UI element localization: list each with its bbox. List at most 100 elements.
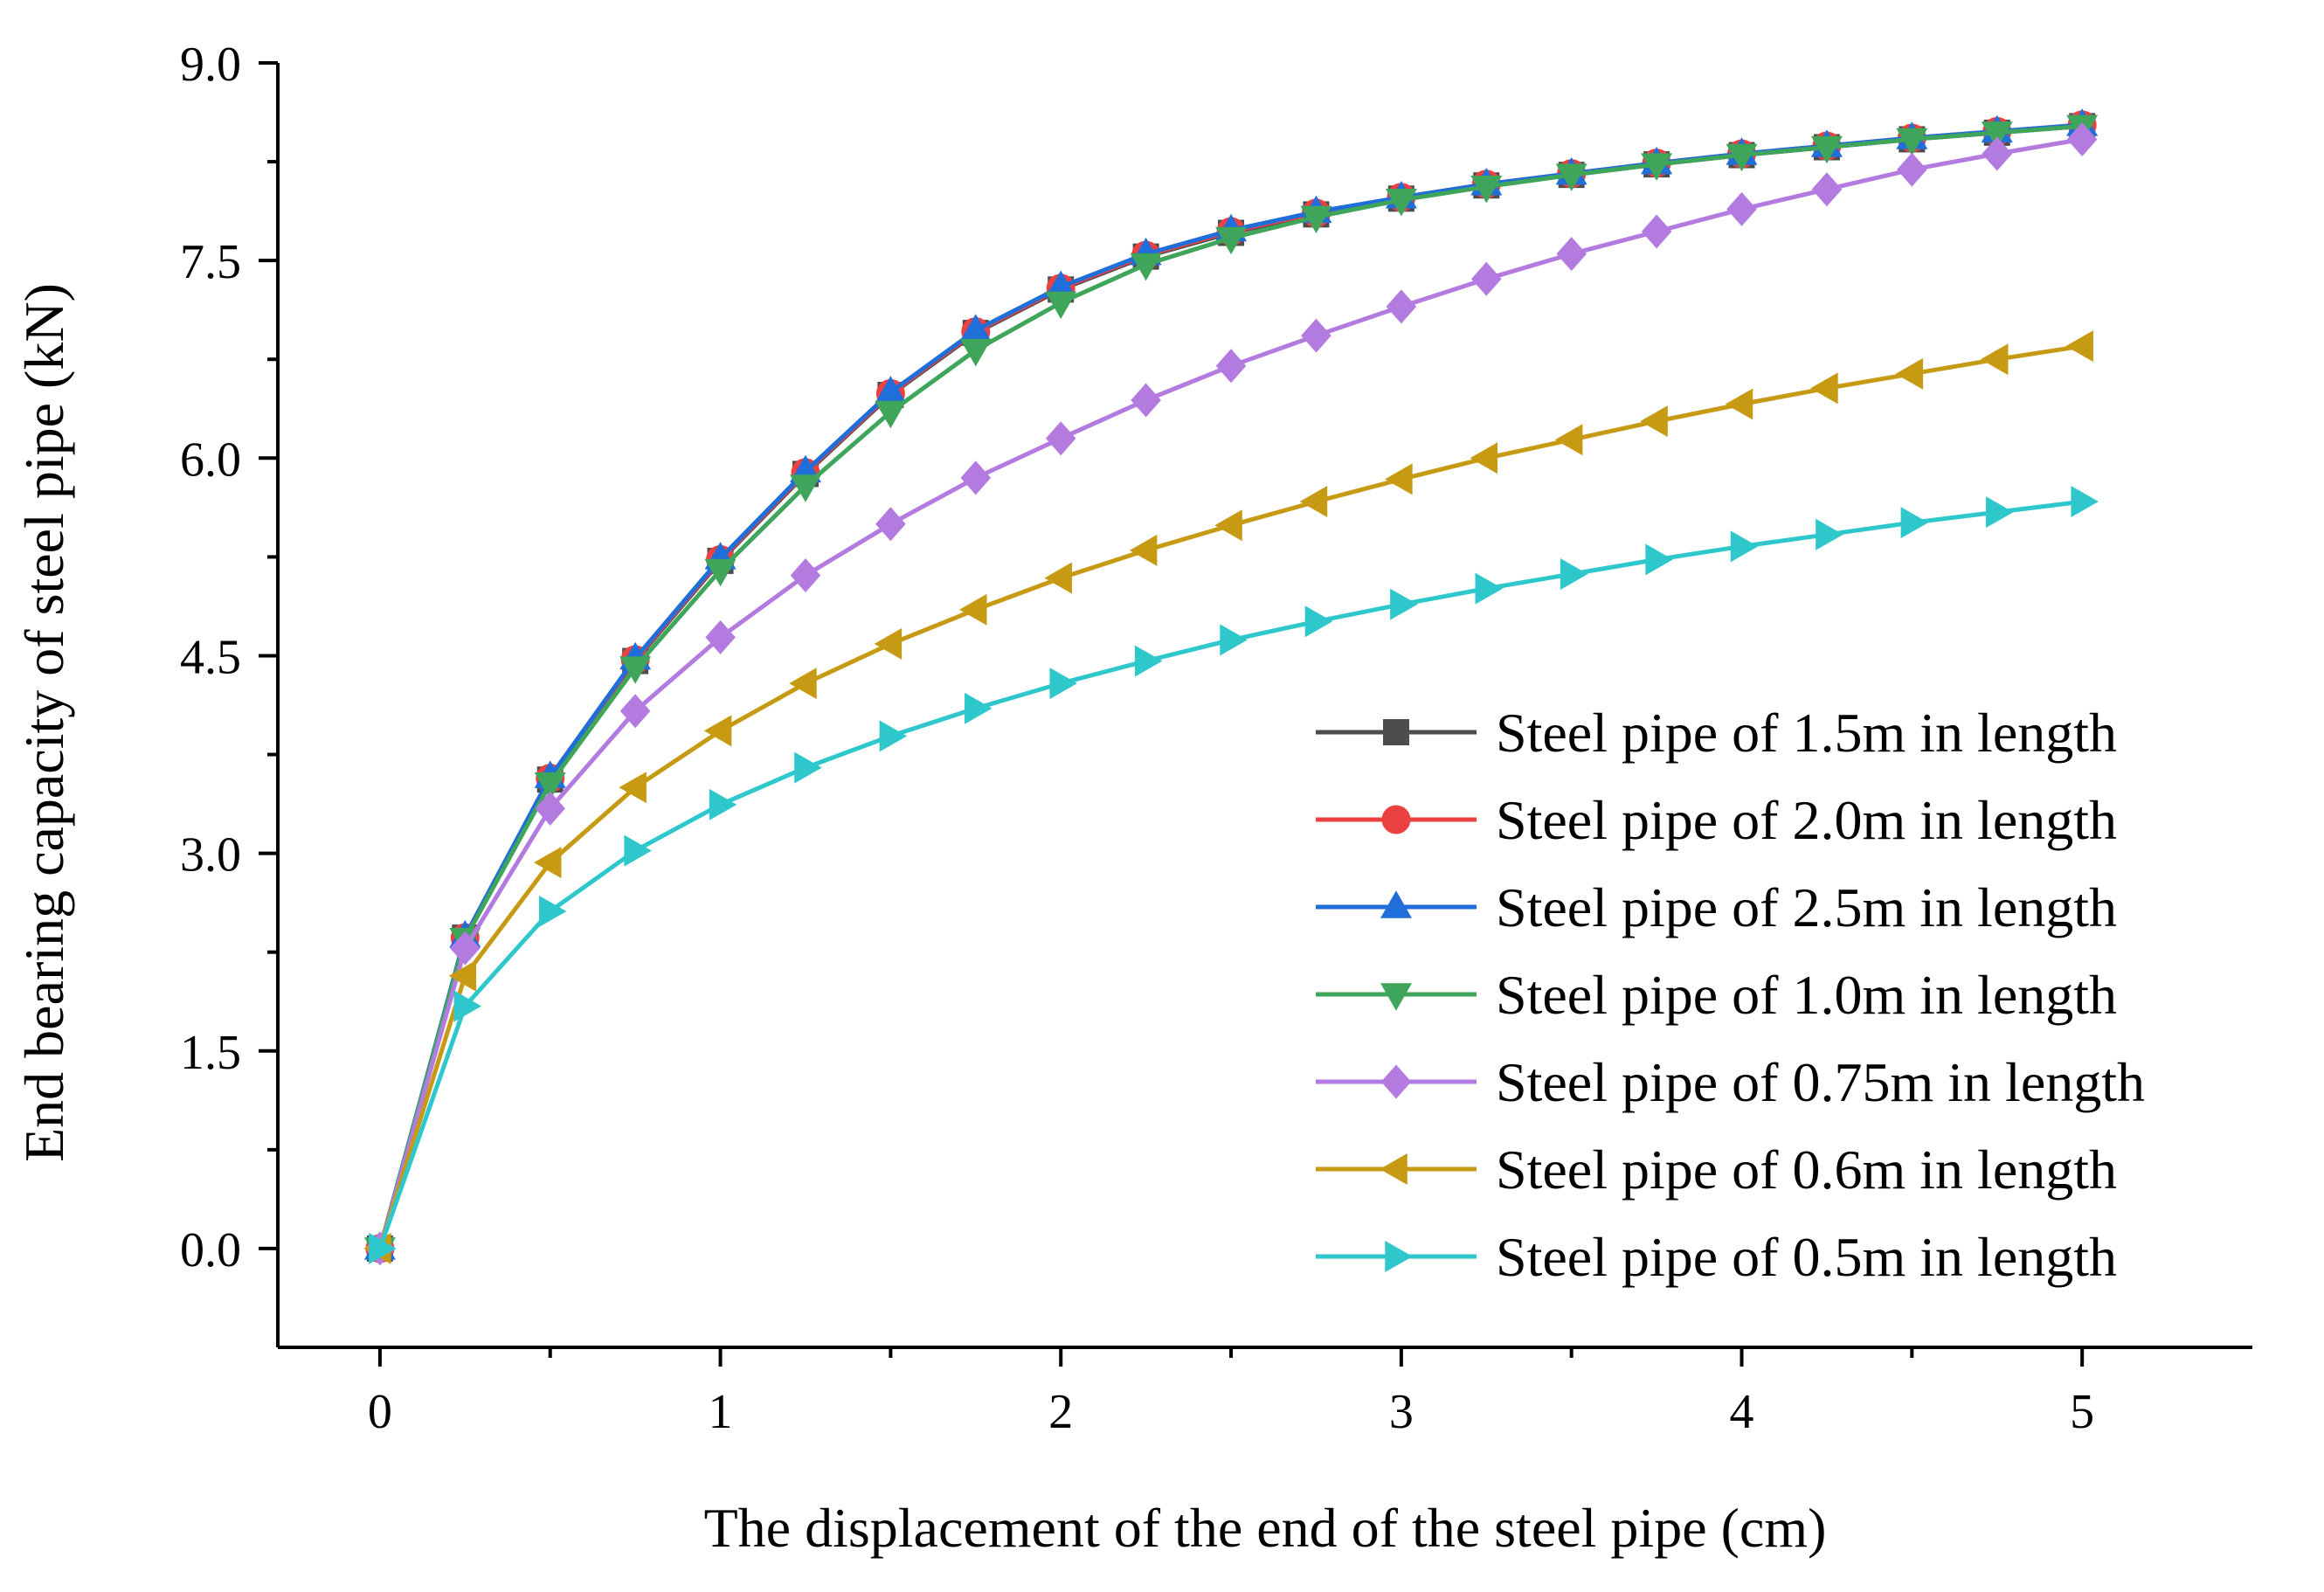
x-axis-title: The displacement of the end of the steel… (704, 1497, 1827, 1559)
data-point (1045, 291, 1077, 320)
y-tick-label: 7.5 (180, 235, 241, 289)
data-point (1129, 534, 1158, 566)
legend-item: Steel pipe of 2.5m in length (1316, 876, 2117, 938)
legend: Steel pipe of 1.5m in length Steel pipe o… (1316, 702, 2145, 1288)
data-point (1726, 143, 1758, 172)
legend-label: Steel pipe of 1.0m in length (1496, 964, 2117, 1026)
legend-marker (1380, 1064, 1412, 1099)
data-point (1895, 357, 1924, 390)
legend-marker (1381, 805, 1411, 834)
data-point (1049, 668, 1077, 700)
data-point (1470, 442, 1498, 474)
data-point (2065, 330, 2093, 363)
data-point (790, 557, 821, 592)
data-point (1981, 343, 2009, 376)
legend-item: Steel pipe of 1.5m in length (1316, 702, 2117, 764)
series-layer (363, 108, 2099, 1266)
x-tick-label: 0 (368, 1385, 392, 1439)
x-tick-label: 5 (2070, 1385, 2094, 1439)
y-tick-label: 9.0 (180, 38, 241, 92)
data-point (875, 507, 906, 542)
y-axis-title: End bearing capacity of steel pipe (kN) (13, 283, 75, 1162)
data-point (1645, 543, 1673, 576)
data-point (1214, 509, 1242, 542)
data-point (959, 338, 992, 367)
data-point (535, 791, 565, 826)
data-point (1811, 172, 1843, 207)
series-7 (369, 486, 2099, 1264)
data-point (619, 656, 652, 684)
data-point (1220, 624, 1248, 656)
legend-item: Steel pipe of 0.75m in length (1316, 1051, 2145, 1113)
data-point (1897, 152, 1927, 187)
data-point (1044, 562, 1072, 594)
data-point (960, 460, 992, 495)
data-point (624, 834, 652, 867)
series-line (377, 499, 2083, 1249)
data-point (704, 558, 737, 587)
data-point (369, 1232, 397, 1264)
legend-label: Steel pipe of 2.0m in length (1496, 789, 2117, 851)
data-point (619, 694, 651, 729)
x-tick-label: 4 (1730, 1385, 1754, 1439)
data-point (1556, 237, 1587, 272)
data-point (619, 772, 647, 804)
data-point (453, 990, 482, 1022)
data-point (1555, 163, 1587, 191)
axes: 0 1 2 3 4 5 0.0 1.5 3.0 4.5 6.0 7.5 9.0 (180, 38, 2252, 1439)
legend-marker (1380, 1153, 1408, 1185)
data-point (1641, 153, 1673, 181)
data-point (1640, 405, 1668, 438)
y-tick-label: 6.0 (180, 433, 241, 487)
data-point (1641, 214, 1672, 249)
data-point (1725, 388, 1753, 420)
data-point (448, 959, 477, 992)
data-point (703, 715, 732, 747)
y-tick-label: 0.0 (180, 1223, 241, 1277)
data-point (1386, 289, 1417, 324)
data-point (875, 400, 907, 429)
data-point (875, 376, 907, 404)
data-point (1385, 463, 1413, 495)
data-point (1986, 496, 2014, 529)
data-point (965, 692, 993, 724)
data-point (874, 627, 903, 660)
data-point (1810, 135, 1843, 164)
legend-label: Steel pipe of 0.75m in length (1496, 1051, 2145, 1113)
data-point (705, 619, 736, 654)
legend-item: Steel pipe of 0.6m in length (1316, 1139, 2117, 1201)
legend-marker (1383, 719, 1409, 745)
legend-item: Steel pipe of 2.0m in length (1316, 789, 2117, 851)
legend-label: Steel pipe of 0.5m in length (1496, 1226, 2117, 1288)
data-point (1560, 557, 1588, 590)
data-point (789, 668, 817, 700)
legend-label: Steel pipe of 1.5m in length (1496, 702, 2117, 764)
data-point (1215, 226, 1248, 255)
data-point (1130, 253, 1162, 281)
data-point (709, 788, 737, 820)
data-point (1471, 261, 1502, 296)
data-point (2066, 121, 2098, 156)
y-tick-label: 4.5 (180, 630, 241, 684)
data-point (1896, 128, 1928, 156)
data-point (1215, 349, 1247, 384)
legend-marker (1385, 1241, 1413, 1272)
y-tick-label: 1.5 (180, 1026, 241, 1080)
data-point (789, 474, 821, 502)
data-point (1810, 372, 1838, 405)
data-point (1470, 175, 1503, 204)
x-tick-label: 1 (709, 1385, 733, 1439)
data-point (959, 593, 987, 626)
data-point (1554, 424, 1583, 456)
series-6 (363, 330, 2093, 1264)
data-point (2071, 486, 2099, 518)
data-point (794, 751, 822, 784)
data-point (1981, 121, 2013, 149)
data-point (1301, 318, 1331, 353)
x-tick-label: 3 (1389, 1385, 1414, 1439)
data-point (1300, 205, 1332, 234)
legend-marker (1380, 890, 1412, 918)
legend-label: Steel pipe of 2.5m in length (1496, 876, 2117, 938)
data-point (450, 931, 481, 966)
